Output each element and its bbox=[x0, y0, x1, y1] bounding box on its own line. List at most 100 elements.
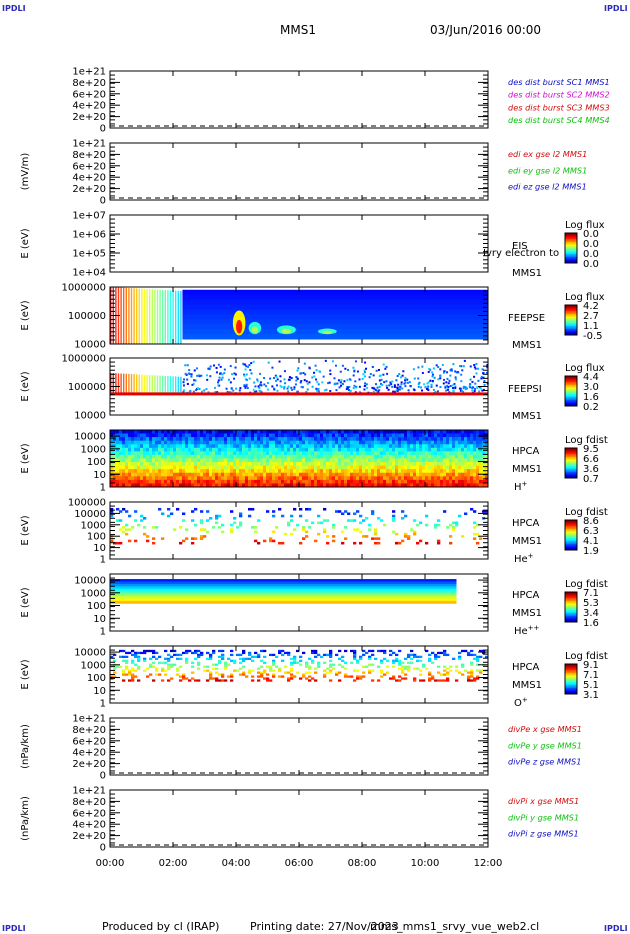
heatmap-cell bbox=[206, 472, 210, 477]
heatmap-cell bbox=[359, 530, 363, 534]
heatmap-cell bbox=[470, 444, 474, 449]
heatmap-speck bbox=[399, 385, 402, 388]
heatmap-cell bbox=[398, 469, 402, 474]
heatmap-cell bbox=[230, 510, 234, 513]
heatmap-cell bbox=[479, 451, 483, 456]
heatmap-cell bbox=[242, 671, 246, 674]
y-tick-label: 10 bbox=[93, 543, 106, 554]
heatmap-cell bbox=[272, 469, 276, 474]
heatmap-speck bbox=[186, 382, 189, 385]
heatmap-speck bbox=[186, 364, 189, 367]
heatmap-cell bbox=[434, 469, 438, 474]
heatmap-speck bbox=[473, 364, 476, 367]
heatmap-cell bbox=[317, 433, 321, 438]
heatmap-speck bbox=[245, 365, 248, 368]
colorbar-cell bbox=[565, 475, 577, 477]
heatmap-cell bbox=[287, 523, 291, 527]
heatmap-cell bbox=[353, 655, 357, 659]
heatmap-cell bbox=[455, 430, 459, 434]
heatmap-cell bbox=[422, 444, 426, 449]
heatmap-cell bbox=[338, 430, 342, 434]
heatmap-cell bbox=[215, 521, 219, 525]
heatmap-cell bbox=[437, 454, 441, 459]
heatmap-cell bbox=[227, 472, 231, 477]
heatmap-cell bbox=[146, 476, 150, 481]
heatmap-cell bbox=[443, 669, 447, 672]
heatmap-speck bbox=[217, 381, 220, 384]
heatmap-cell bbox=[158, 476, 162, 481]
heatmap-cell bbox=[305, 677, 309, 680]
heatmap-cell bbox=[182, 519, 186, 522]
heatmap-speck bbox=[328, 381, 331, 384]
heatmap-cell bbox=[230, 458, 234, 463]
heatmap-cell bbox=[176, 483, 180, 488]
heatmap-cell bbox=[311, 430, 315, 434]
heatmap-cell bbox=[383, 523, 387, 527]
heatmap-cell bbox=[374, 476, 378, 481]
heatmap-cell bbox=[254, 458, 258, 463]
heatmap-cell bbox=[449, 454, 453, 459]
heatmap-cell bbox=[362, 653, 366, 657]
heatmap-cell bbox=[263, 669, 267, 672]
heatmap-cell bbox=[356, 510, 360, 513]
heatmap-cell bbox=[164, 469, 168, 474]
heatmap-cell bbox=[290, 532, 294, 536]
heatmap-cell bbox=[218, 649, 222, 653]
heatmap-speck bbox=[354, 360, 357, 363]
heatmap-cell bbox=[353, 444, 357, 449]
heatmap-cell bbox=[125, 659, 129, 662]
heatmap-cell bbox=[242, 430, 246, 434]
heatmap-cell bbox=[437, 651, 441, 655]
heatmap-speck bbox=[377, 391, 380, 394]
colorbar-cell bbox=[565, 449, 577, 452]
heatmap-cell bbox=[173, 462, 177, 466]
heatmap-cell bbox=[338, 437, 342, 441]
heatmap-cell bbox=[215, 679, 219, 682]
heatmap-cell bbox=[203, 440, 207, 445]
heatmap-cell bbox=[365, 535, 369, 538]
heatmap-cell bbox=[146, 437, 150, 441]
heatmap-cell bbox=[203, 447, 207, 452]
heatmap-speck bbox=[393, 384, 396, 387]
heatmap-cell bbox=[311, 465, 315, 470]
heatmap-cell bbox=[197, 433, 201, 438]
heatmap-cell bbox=[470, 507, 474, 511]
heatmap-cell bbox=[344, 526, 348, 529]
heatmap-speck bbox=[329, 389, 332, 392]
heatmap-cell bbox=[146, 667, 150, 670]
heatmap-cell bbox=[146, 454, 150, 459]
heatmap-cell bbox=[122, 451, 126, 456]
heatmap-cell bbox=[170, 649, 174, 653]
colorbar-cell bbox=[565, 673, 577, 675]
plot-frame bbox=[109, 70, 489, 129]
heatmap-cell bbox=[161, 483, 165, 488]
heatmap-cell bbox=[194, 679, 198, 682]
heatmap-cell bbox=[416, 437, 420, 441]
heatmap-cell bbox=[296, 437, 300, 441]
colorbar-cell bbox=[565, 544, 577, 546]
heatmap-cell bbox=[461, 454, 465, 459]
heatmap-cell bbox=[125, 510, 129, 513]
heatmap-cell bbox=[392, 476, 396, 481]
heatmap-speck bbox=[482, 388, 485, 391]
heatmap-cell bbox=[329, 447, 333, 452]
heatmap-cell bbox=[323, 451, 327, 456]
heatmap-speck bbox=[348, 386, 351, 389]
heatmap-cell bbox=[230, 483, 234, 488]
heatmap-cell bbox=[422, 476, 426, 481]
heatmap-cell bbox=[383, 673, 387, 676]
heatmap-cell bbox=[176, 433, 180, 438]
colorbar-cell bbox=[565, 324, 577, 327]
heatmap-feature bbox=[276, 325, 296, 335]
heatmap-speck bbox=[198, 387, 201, 390]
heatmap-cell bbox=[200, 437, 204, 441]
y-tick-label: 10000 bbox=[74, 509, 106, 520]
y-axis-label: (mV/m) bbox=[20, 153, 31, 191]
heatmap-cell bbox=[251, 437, 255, 441]
heatmap-cell bbox=[149, 437, 153, 441]
heatmap-cell bbox=[467, 653, 471, 657]
heatmap-cell bbox=[221, 465, 225, 470]
heatmap-stripe bbox=[164, 290, 166, 344]
heatmap-cell bbox=[326, 479, 330, 484]
colorbar-tick-label: 2.7 bbox=[583, 311, 599, 322]
